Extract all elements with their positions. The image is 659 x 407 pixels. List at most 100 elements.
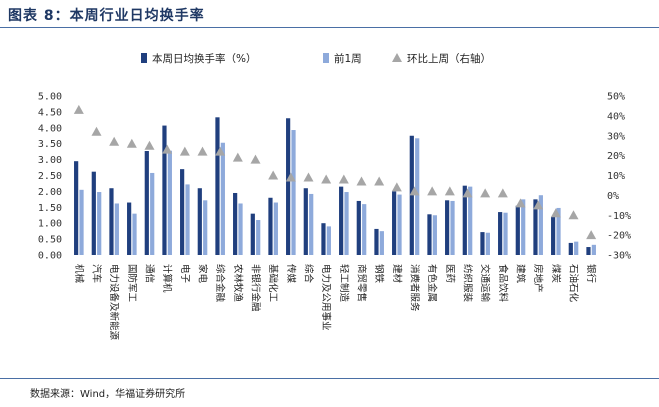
change-marker	[303, 172, 314, 182]
category-label: 轻工制造	[338, 264, 350, 303]
left-tick-label: 2.50	[38, 171, 62, 182]
change-marker	[568, 210, 579, 220]
right-tick-label: 40%	[607, 111, 625, 122]
bar-previous	[468, 186, 473, 255]
bar-current	[233, 192, 238, 255]
right-tick-label: 0%	[607, 191, 619, 202]
category-label: 房地产	[532, 264, 544, 293]
change-marker	[109, 136, 120, 146]
bar-current	[74, 161, 79, 255]
left-tick-label: 3.00	[38, 155, 62, 166]
bar-previous	[362, 204, 367, 255]
change-marker	[73, 104, 84, 114]
bar-previous	[521, 199, 526, 255]
change-marker	[515, 198, 526, 208]
title-divider	[0, 27, 659, 28]
bar-previous	[256, 220, 261, 255]
category-label: 消费者服务	[409, 264, 421, 312]
change-marker	[179, 146, 190, 156]
left-tick-label: 4.50	[38, 107, 62, 118]
category-label: 煤炭	[550, 264, 562, 284]
bar-current	[144, 151, 149, 255]
bar-current	[445, 200, 450, 255]
legend-label-current: 本周日均换手率（%）	[152, 52, 256, 65]
source-note: 数据来源：Wind，华福证券研究所	[30, 389, 186, 400]
category-label: 计算机	[161, 264, 173, 293]
bar-previous	[114, 203, 119, 255]
left-tick-label: 3.50	[38, 139, 62, 150]
bar-previous	[220, 142, 225, 255]
category-label: 农林牧渔	[232, 264, 244, 303]
bar-previous	[556, 207, 561, 255]
bar-previous	[538, 195, 543, 255]
change-marker	[462, 188, 473, 198]
bar-previous	[79, 189, 84, 255]
change-marker	[374, 176, 385, 186]
left-tick-label: 2.00	[38, 187, 62, 198]
footer-divider	[0, 378, 659, 379]
change-marker	[285, 172, 296, 182]
bar-current	[551, 216, 556, 255]
legend-swatch-current	[141, 53, 147, 63]
chart-title: 图表 8：本周行业日均换手率	[8, 8, 205, 24]
category-label: 非银行金融	[250, 264, 262, 312]
change-marker	[321, 174, 332, 184]
bar-previous	[432, 215, 437, 255]
bar-previous	[450, 200, 455, 255]
right-tick-label: 30%	[607, 131, 625, 142]
legend-label-previous: 前1周	[334, 52, 362, 65]
legend: 本周日均换手率（%） 前1周 环比上周（右轴）	[141, 52, 491, 65]
right-axis: -30% -20% -10% 0% 10% 20% 30% 40% 50%	[607, 92, 631, 262]
category-label: 综合	[303, 264, 315, 284]
category-label: 有色金属	[426, 264, 438, 302]
change-marker	[550, 208, 561, 218]
change-marker	[250, 154, 261, 164]
bar-previous	[185, 184, 190, 255]
bar-current	[180, 169, 185, 255]
bar-current	[498, 212, 503, 255]
change-marker	[197, 146, 208, 156]
bar-previous	[309, 193, 314, 255]
bar-previous	[344, 192, 349, 255]
bar-chart: 本周日均换手率（%） 前1周 环比上周（右轴） 0.00 0.50 1.00 1.50 2.…	[38, 52, 631, 341]
change-marker	[232, 152, 243, 162]
bar-previous	[326, 226, 331, 255]
bar-previous	[97, 192, 102, 255]
bar-previous	[167, 150, 172, 255]
left-tick-label: 1.50	[38, 203, 62, 214]
change-marker	[338, 174, 349, 184]
category-label: 交通运输	[479, 264, 491, 303]
change-marker	[586, 230, 597, 240]
right-tick-label: 50%	[607, 92, 625, 103]
category-labels: 机械 汽车 电力设备及新能源 国防军工 通信 计算机 电子 家电 综合金融 农林牧渔 非银行金融 基础…	[73, 264, 597, 341]
category-label: 国防军工	[126, 264, 138, 303]
right-tick-label: 20%	[607, 151, 625, 162]
category-label: 机械	[73, 264, 85, 284]
left-tick-label: 4.00	[38, 123, 62, 134]
bar-previous	[132, 213, 137, 255]
bar-current	[480, 232, 485, 255]
bar-previous	[379, 231, 384, 255]
bar-current	[303, 188, 308, 255]
change-marker	[497, 188, 508, 198]
left-axis: 0.00 0.50 1.00 1.50 2.00 2.50 3.00 3.50 4.00 4.50…	[38, 92, 62, 262]
bar-current	[515, 205, 520, 255]
change-marker	[126, 138, 137, 148]
bar-current	[427, 214, 432, 255]
change-marker	[91, 126, 102, 136]
change-marker	[444, 186, 455, 196]
category-label: 建筑	[515, 264, 527, 284]
bar-previous	[485, 232, 490, 255]
right-tick-label: 10%	[607, 171, 625, 182]
category-label: 钢铁	[373, 264, 385, 284]
change-marker	[356, 176, 367, 186]
category-label: 食品饮料	[497, 264, 509, 303]
change-markers	[73, 104, 597, 240]
change-marker	[409, 186, 420, 196]
right-tick-label: -20%	[607, 231, 631, 242]
bar-previous	[273, 202, 278, 255]
bar-current	[91, 171, 96, 255]
category-label: 电力及公用事业	[320, 264, 332, 331]
change-marker	[162, 144, 173, 154]
right-tick-label: -10%	[607, 211, 631, 222]
